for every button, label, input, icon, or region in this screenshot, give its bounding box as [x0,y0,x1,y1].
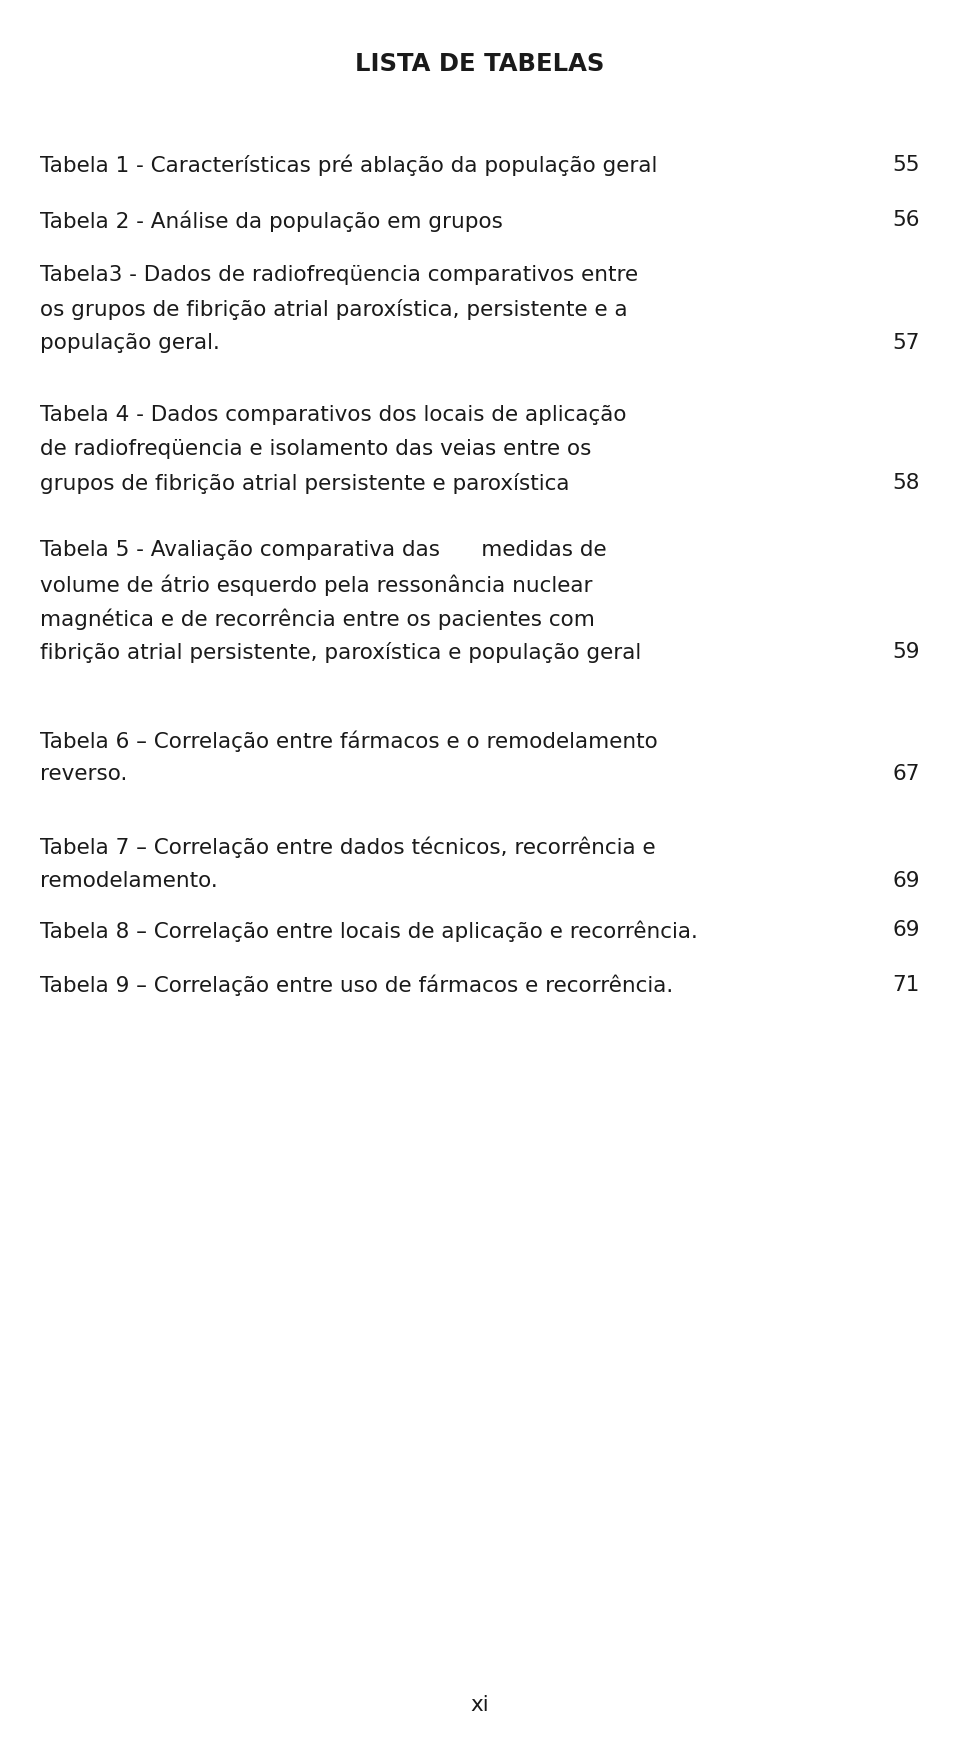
Text: remodelamento.: remodelamento. [40,870,218,891]
Text: de radiofreqüencia e isolamento das veias entre os: de radiofreqüencia e isolamento das veia… [40,439,591,460]
Text: Tabela 8 – Correlação entre locais de aplicação e recorrência.: Tabela 8 – Correlação entre locais de ap… [40,919,698,942]
Text: 57: 57 [893,333,920,353]
Text: os grupos de fibrição atrial paroxística, persistente e a: os grupos de fibrição atrial paroxística… [40,299,628,320]
Text: Tabela 2 - Análise da população em grupos: Tabela 2 - Análise da população em grupo… [40,211,503,232]
Text: população geral.: população geral. [40,333,220,353]
Text: 56: 56 [893,211,920,230]
Text: 67: 67 [893,764,920,783]
Text: 69: 69 [893,870,920,891]
Text: volume de átrio esquerdo pela ressonância nuclear: volume de átrio esquerdo pela ressonânci… [40,575,592,595]
Text: reverso.: reverso. [40,764,128,783]
Text: 59: 59 [893,642,920,662]
Text: Tabela 9 – Correlação entre uso de fármacos e recorrência.: Tabela 9 – Correlação entre uso de fárma… [40,975,673,996]
Text: fibrição atrial persistente, paroxística e população geral: fibrição atrial persistente, paroxística… [40,642,641,663]
Text: 71: 71 [893,975,920,996]
Text: 55: 55 [893,155,920,176]
Text: magnética e de recorrência entre os pacientes com: magnética e de recorrência entre os paci… [40,608,595,630]
Text: 58: 58 [893,474,920,493]
Text: Tabela3 - Dados de radiofreqüencia comparativos entre: Tabela3 - Dados de radiofreqüencia compa… [40,265,638,286]
Text: Tabela 6 – Correlação entre fármacos e o remodelamento: Tabela 6 – Correlação entre fármacos e o… [40,729,658,752]
Text: Tabela 1 - Características pré ablação da população geral: Tabela 1 - Características pré ablação d… [40,155,658,176]
Text: Tabela 5 - Avaliação comparativa das      medidas de: Tabela 5 - Avaliação comparativa das med… [40,540,607,561]
Text: 69: 69 [893,919,920,940]
Text: LISTA DE TABELAS: LISTA DE TABELAS [355,52,605,77]
Text: grupos de fibrição atrial persistente e paroxística: grupos de fibrição atrial persistente e … [40,474,569,494]
Text: Tabela 4 - Dados comparativos dos locais de aplicação: Tabela 4 - Dados comparativos dos locais… [40,406,627,425]
Text: Tabela 7 – Correlação entre dados técnicos, recorrência e: Tabela 7 – Correlação entre dados técnic… [40,837,656,858]
Text: xi: xi [470,1696,490,1715]
